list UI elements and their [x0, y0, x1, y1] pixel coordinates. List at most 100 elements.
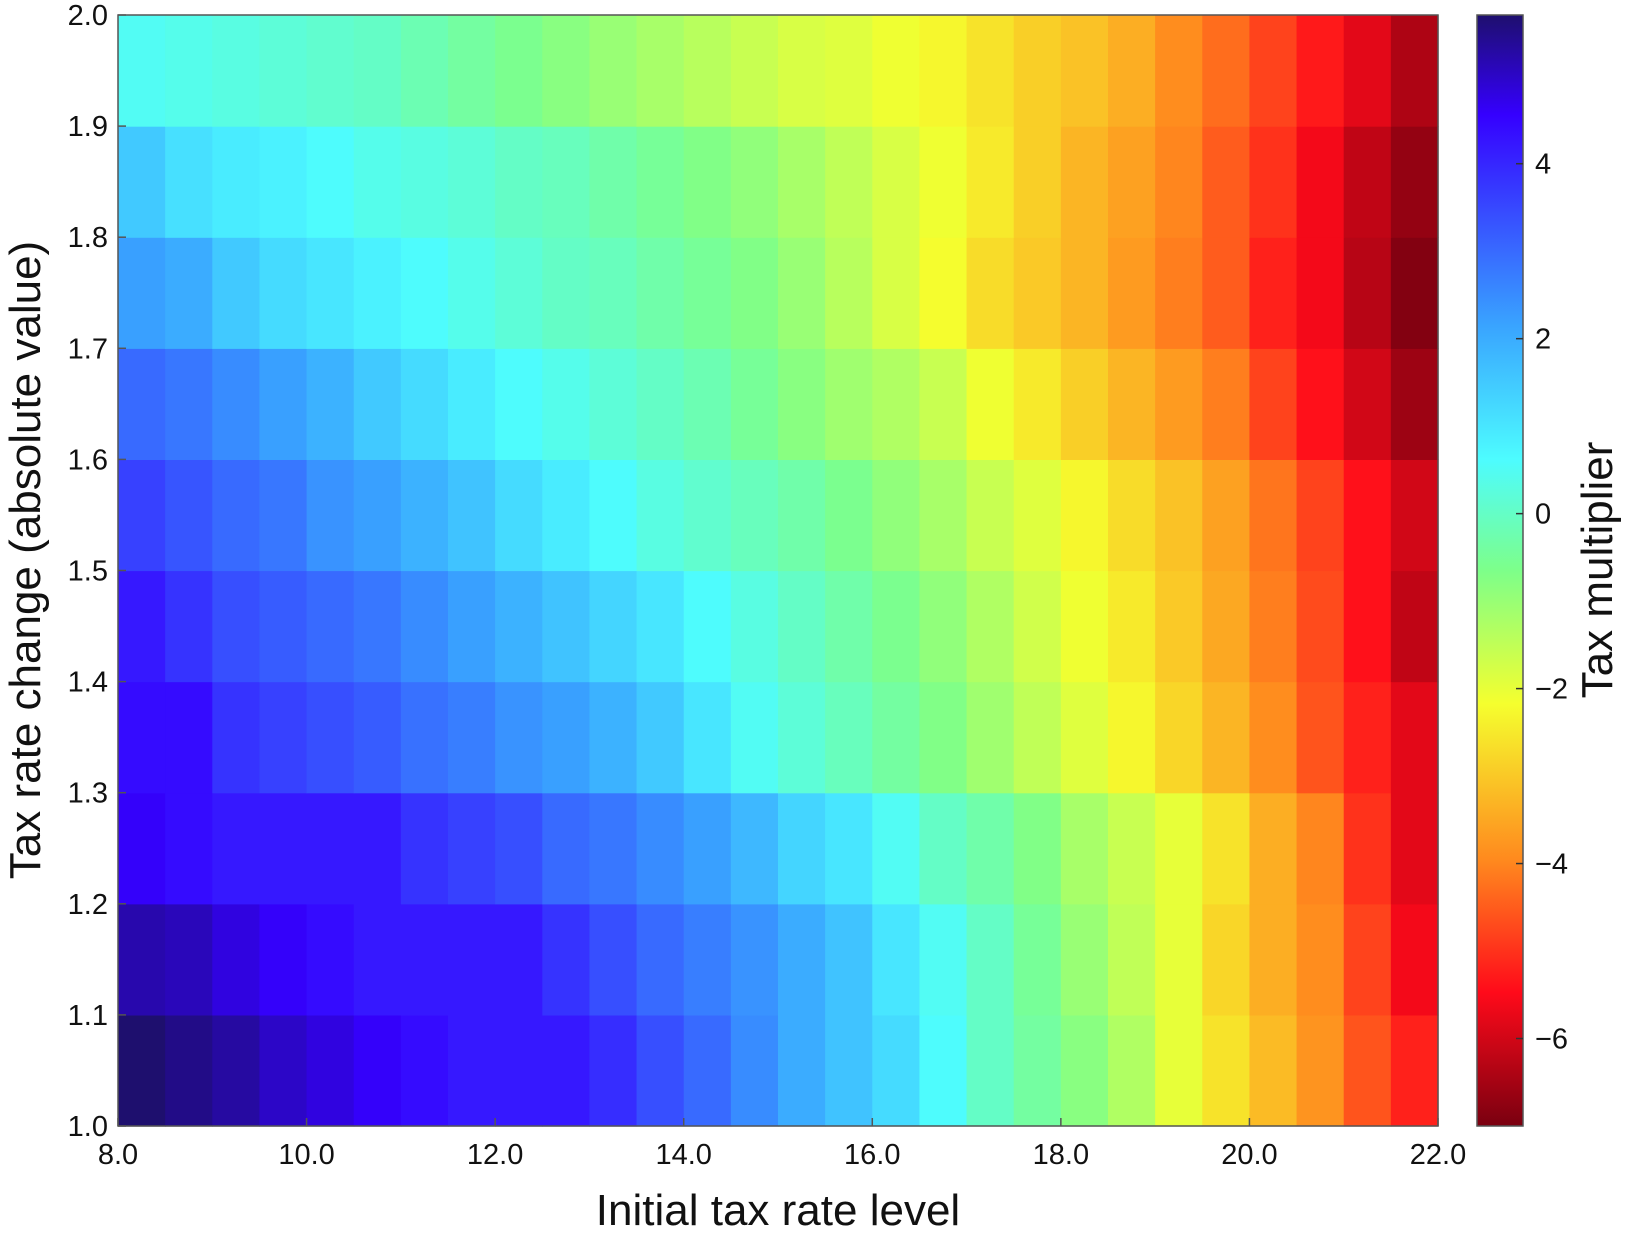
- heatmap-cell: [542, 792, 591, 905]
- heatmap-cell: [1390, 681, 1439, 794]
- heatmap-cell: [306, 570, 355, 683]
- heatmap-cell: [1249, 348, 1298, 460]
- heatmap-cell: [400, 15, 449, 127]
- heatmap-cell: [400, 237, 449, 349]
- heatmap-cell: [306, 15, 355, 127]
- heatmap-cell: [1060, 459, 1109, 572]
- heatmap-cell: [825, 1014, 873, 1127]
- heatmap-cell: [730, 570, 779, 683]
- heatmap-cell: [1060, 792, 1109, 905]
- heatmap-cell: [1108, 681, 1156, 794]
- heatmap-cell: [1060, 15, 1109, 127]
- colorbar-tick-label: −4: [1535, 849, 1568, 881]
- heatmap-cell: [1249, 126, 1298, 238]
- heatmap-cell: [118, 237, 166, 349]
- heatmap-cell: [589, 903, 638, 1016]
- heatmap-cell: [400, 459, 449, 572]
- heatmap-cell: [966, 903, 1015, 1016]
- heatmap-cell: [1296, 237, 1345, 349]
- heatmap-cell: [1296, 126, 1345, 238]
- heatmap-cell: [683, 681, 732, 794]
- heatmap-cell: [1343, 126, 1392, 238]
- heatmap-cell: [400, 570, 449, 683]
- heatmap-cell: [730, 15, 779, 127]
- heatmap-cell: [1249, 570, 1298, 683]
- heatmap-cell: [1060, 237, 1109, 349]
- heatmap-cell: [636, 903, 685, 1016]
- x-tick-label: 10.0: [278, 1139, 334, 1171]
- heatmap-cell: [306, 792, 355, 905]
- heatmap-cell: [1108, 237, 1156, 349]
- heatmap-cell: [872, 348, 921, 460]
- x-tick-label: 20.0: [1221, 1139, 1277, 1171]
- heatmap-cell: [212, 348, 261, 460]
- heatmap-cell: [636, 792, 685, 905]
- heatmap-cell: [212, 237, 261, 349]
- heatmap-cell: [1296, 570, 1345, 683]
- heatmap-cell: [636, 126, 685, 238]
- heatmap-cell: [1013, 570, 1062, 683]
- heatmap-cell: [636, 570, 685, 683]
- heatmap-cell: [778, 903, 826, 1016]
- heatmap-cell: [1390, 459, 1439, 572]
- heatmap-cell: [118, 459, 166, 572]
- heatmap-cell: [448, 348, 496, 460]
- heatmap-cell: [1013, 237, 1062, 349]
- heatmap-cell: [1296, 348, 1345, 460]
- heatmap-cell: [778, 792, 826, 905]
- heatmap-cell: [400, 126, 449, 238]
- heatmap-cell: [778, 681, 826, 794]
- heatmap-cell: [495, 792, 543, 905]
- heatmap-cell: [683, 126, 732, 238]
- heatmap-cell: [212, 459, 261, 572]
- heatmap-cell: [683, 237, 732, 349]
- heatmap-cell: [1060, 348, 1109, 460]
- heatmap-cell: [966, 15, 1015, 127]
- heatmap-cell: [542, 15, 591, 127]
- heatmap-cell: [636, 1014, 685, 1127]
- heatmap-cell: [306, 459, 355, 572]
- heatmap-cell: [353, 237, 402, 349]
- heatmap-cell: [212, 681, 261, 794]
- heatmap-cell: [1390, 903, 1439, 1016]
- heatmap-cell: [1013, 903, 1062, 1016]
- heatmap-cell: [1343, 681, 1392, 794]
- y-axis-title: Tax rate change (absolute value): [1, 241, 50, 879]
- heatmap-cell: [1060, 570, 1109, 683]
- heatmap-cell: [212, 570, 261, 683]
- heatmap-cell: [1343, 570, 1392, 683]
- heatmap-cell: [1108, 1014, 1156, 1127]
- heatmap-cell: [165, 459, 213, 572]
- heatmap-cell: [636, 15, 685, 127]
- heatmap-cell: [306, 681, 355, 794]
- heatmap-cell: [919, 459, 968, 572]
- heatmap-cell: [1202, 237, 1251, 349]
- heatmap-cell: [1155, 15, 1203, 127]
- heatmap-cell: [1249, 459, 1298, 572]
- heatmap-cell: [825, 237, 873, 349]
- heatmap-cell: [542, 903, 591, 1016]
- heatmap-cell: [1343, 903, 1392, 1016]
- heatmap-cell: [966, 792, 1015, 905]
- heatmap-cell: [495, 237, 543, 349]
- heatmap-cell: [778, 126, 826, 238]
- heatmap-cell: [872, 15, 921, 127]
- heatmap-cell: [872, 792, 921, 905]
- heatmap-cell: [542, 237, 591, 349]
- heatmap-cell: [1343, 348, 1392, 460]
- heatmap-cell: [919, 15, 968, 127]
- heatmap-cell: [495, 570, 543, 683]
- heatmap-cell: [212, 792, 261, 905]
- heatmap-cell: [306, 348, 355, 460]
- y-tick-label: 1.0: [68, 1111, 108, 1143]
- heatmap-cell: [919, 792, 968, 905]
- heatmap-cell: [259, 792, 308, 905]
- colorbar-title: Tax multiplier: [1573, 442, 1622, 699]
- heatmap-cell: [1060, 126, 1109, 238]
- x-axis-title: Initial tax rate level: [596, 1186, 960, 1235]
- heatmap-cell: [542, 126, 591, 238]
- heatmap-cell: [1108, 126, 1156, 238]
- heatmap-cell: [353, 459, 402, 572]
- heatmap-cell: [1202, 1014, 1251, 1127]
